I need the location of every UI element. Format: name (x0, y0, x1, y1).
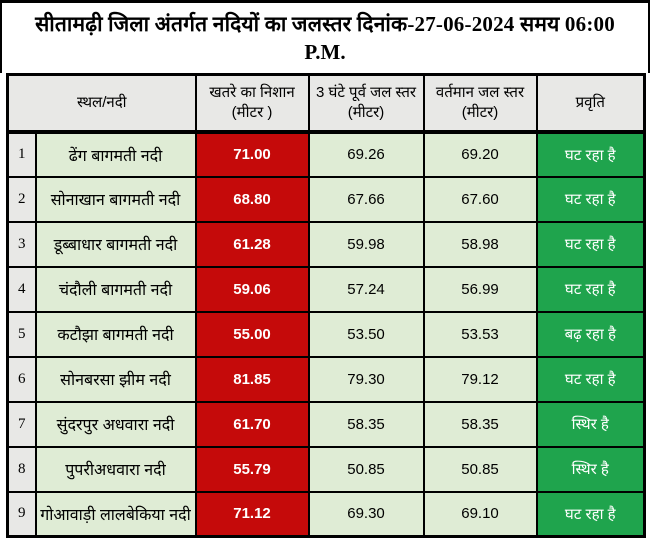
current-level-value: 67.60 (422, 175, 538, 223)
river-name: सुंदरपुर अधवारा नदी (34, 400, 197, 448)
table-row: 4 चंदौली बागमती नदी 59.06 57.24 56.99 घट… (6, 265, 646, 313)
river-name: चंदौली बागमती नदी (34, 265, 197, 313)
report-title: सीतामढ़ी जिला अंतर्गत नदियों का जलस्तर द… (35, 12, 615, 36)
header-trend: प्रवृति (535, 73, 646, 134)
prev-level-value: 53.50 (307, 310, 425, 358)
header-place-river: स्थल/नदी (6, 73, 197, 134)
trend-value: घट रहा है (535, 130, 646, 178)
river-name: ढेंग बागमती नदी (34, 130, 197, 178)
trend-value: स्थिर है (535, 400, 646, 448)
header-prev-level-label: 3 घंटे पूर्व जल स्तर (315, 83, 417, 101)
header-place-river-label: स्थल/नदी (76, 93, 127, 111)
river-name: डूब्बाधार बागमती नदी (34, 220, 197, 268)
danger-level-value: 68.80 (194, 175, 310, 223)
table-row: 2 सोनाखान बागमती नदी 68.80 67.66 67.60 घ… (6, 175, 646, 223)
row-index: 4 (6, 265, 37, 313)
danger-level-value: 71.12 (194, 490, 310, 538)
header-current-level-unit: (मीटर) (461, 103, 499, 121)
river-name: सोनबरसा झीम नदी (34, 355, 197, 403)
header-prev-level: 3 घंटे पूर्व जल स्तर (मीटर) (307, 73, 425, 134)
row-index: 5 (6, 310, 37, 358)
current-level-value: 58.98 (422, 220, 538, 268)
danger-level-value: 61.28 (194, 220, 310, 268)
row-index: 9 (6, 490, 37, 538)
danger-level-value: 81.85 (194, 355, 310, 403)
trend-value: घट रहा है (535, 355, 646, 403)
table-row: 8 पुपरीअधवारा नदी 55.79 50.85 50.85 स्थि… (6, 445, 646, 493)
prev-level-value: 50.85 (307, 445, 425, 493)
table-row: 3 डूब्बाधार बागमती नदी 61.28 59.98 58.98… (6, 220, 646, 268)
trend-value: बढ़ रहा है (535, 310, 646, 358)
river-name: गोआवाड़ी लालबेकिया नदी (34, 490, 197, 538)
trend-value: घट रहा है (535, 175, 646, 223)
header-danger-mark-unit: (मीटर ) (231, 103, 273, 121)
table-row: 9 गोआवाड़ी लालबेकिया नदी 71.12 69.30 69.… (6, 490, 646, 538)
danger-level-value: 71.00 (194, 130, 310, 178)
current-level-value: 56.99 (422, 265, 538, 313)
header-current-level-label: वर्तमान जल स्तर (435, 83, 525, 101)
current-level-value: 58.35 (422, 400, 538, 448)
prev-level-value: 57.24 (307, 265, 425, 313)
trend-value: घट रहा है (535, 220, 646, 268)
report-title-time-suffix: P.M. (304, 40, 346, 65)
row-index: 7 (6, 400, 37, 448)
report-title-block: सीतामढ़ी जिला अंतर्गत नदियों का जलस्तर द… (0, 0, 650, 73)
danger-level-value: 61.70 (194, 400, 310, 448)
header-row: स्थल/नदी खतरे का निशान (मीटर ) 3 घंटे पू… (6, 73, 646, 134)
row-index: 2 (6, 175, 37, 223)
row-index: 3 (6, 220, 37, 268)
river-name: कटौझा बागमती नदी (34, 310, 197, 358)
table-row: 7 सुंदरपुर अधवारा नदी 61.70 58.35 58.35 … (6, 400, 646, 448)
trend-value: स्थिर है (535, 445, 646, 493)
header-danger-mark: खतरे का निशान (मीटर ) (194, 73, 310, 134)
row-index: 1 (6, 130, 37, 178)
prev-level-value: 69.30 (307, 490, 425, 538)
current-level-value: 50.85 (422, 445, 538, 493)
header-current-level: वर्तमान जल स्तर (मीटर) (422, 73, 538, 134)
trend-value: घट रहा है (535, 490, 646, 538)
river-name: सोनाखान बागमती नदी (34, 175, 197, 223)
current-level-value: 53.53 (422, 310, 538, 358)
table-header: स्थल/नदी खतरे का निशान (मीटर ) 3 घंटे पू… (6, 73, 646, 134)
trend-value: घट रहा है (535, 265, 646, 313)
prev-level-value: 58.35 (307, 400, 425, 448)
header-prev-level-unit: (मीटर) (347, 103, 385, 121)
current-level-value: 69.10 (422, 490, 538, 538)
row-index: 8 (6, 445, 37, 493)
current-level-value: 79.12 (422, 355, 538, 403)
danger-level-value: 55.79 (194, 445, 310, 493)
current-level-value: 69.20 (422, 130, 538, 178)
prev-level-value: 67.66 (307, 175, 425, 223)
table-body: 1 ढेंग बागमती नदी 71.00 69.26 69.20 घट र… (6, 130, 646, 538)
prev-level-value: 69.26 (307, 130, 425, 178)
prev-level-value: 79.30 (307, 355, 425, 403)
table-row: 5 कटौझा बागमती नदी 55.00 53.50 53.53 बढ़… (6, 310, 646, 358)
header-trend-label: प्रवृति (575, 93, 605, 111)
table-row: 6 सोनबरसा झीम नदी 81.85 79.30 79.12 घट र… (6, 355, 646, 403)
prev-level-value: 59.98 (307, 220, 425, 268)
header-danger-mark-label: खतरे का निशान (209, 83, 295, 101)
table-row: 1 ढेंग बागमती नदी 71.00 69.26 69.20 घट र… (6, 130, 646, 178)
danger-level-value: 59.06 (194, 265, 310, 313)
river-water-level-table: स्थल/नदी खतरे का निशान (मीटर ) 3 घंटे पू… (6, 73, 647, 538)
row-index: 6 (6, 355, 37, 403)
danger-level-value: 55.00 (194, 310, 310, 358)
river-name: पुपरीअधवारा नदी (34, 445, 197, 493)
